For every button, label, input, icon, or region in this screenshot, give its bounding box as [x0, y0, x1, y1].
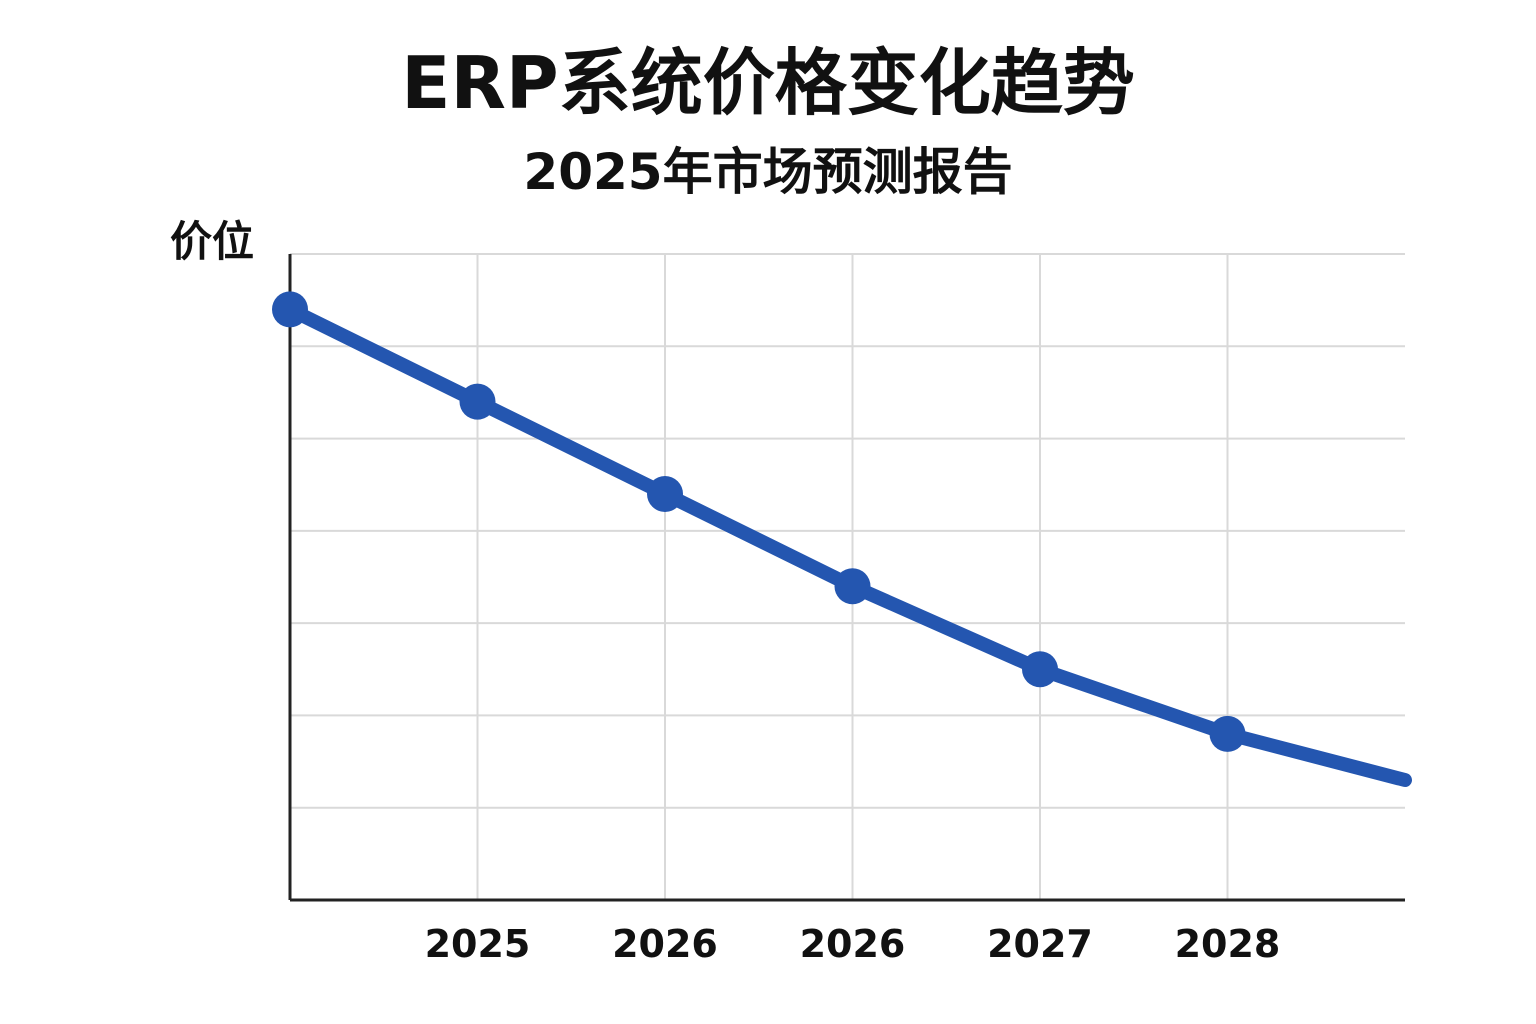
data-point	[1209, 715, 1246, 752]
x-tick-label: 2025	[425, 922, 531, 966]
x-tick-label: 2028	[1175, 922, 1281, 966]
data-point	[1022, 651, 1058, 688]
x-tick-labels: 2025 2026 2026 2027 2028	[425, 922, 1281, 966]
x-tick-label: 2026	[612, 922, 718, 966]
grid	[290, 253, 1405, 900]
chart-title: ERP系统价格变化趋势	[401, 41, 1135, 125]
x-tick-label: 2027	[987, 922, 1093, 966]
data-point	[272, 291, 308, 328]
data-point	[647, 475, 683, 512]
y-axis-label: 价位	[170, 217, 255, 266]
data-point	[459, 383, 496, 420]
data-point	[834, 568, 871, 605]
series-group	[272, 291, 1412, 788]
chart-subtitle: 2025年市场预测报告	[523, 143, 1013, 201]
series-line	[283, 302, 1412, 788]
x-tick-label: 2026	[800, 922, 906, 966]
axes	[288, 254, 1405, 902]
